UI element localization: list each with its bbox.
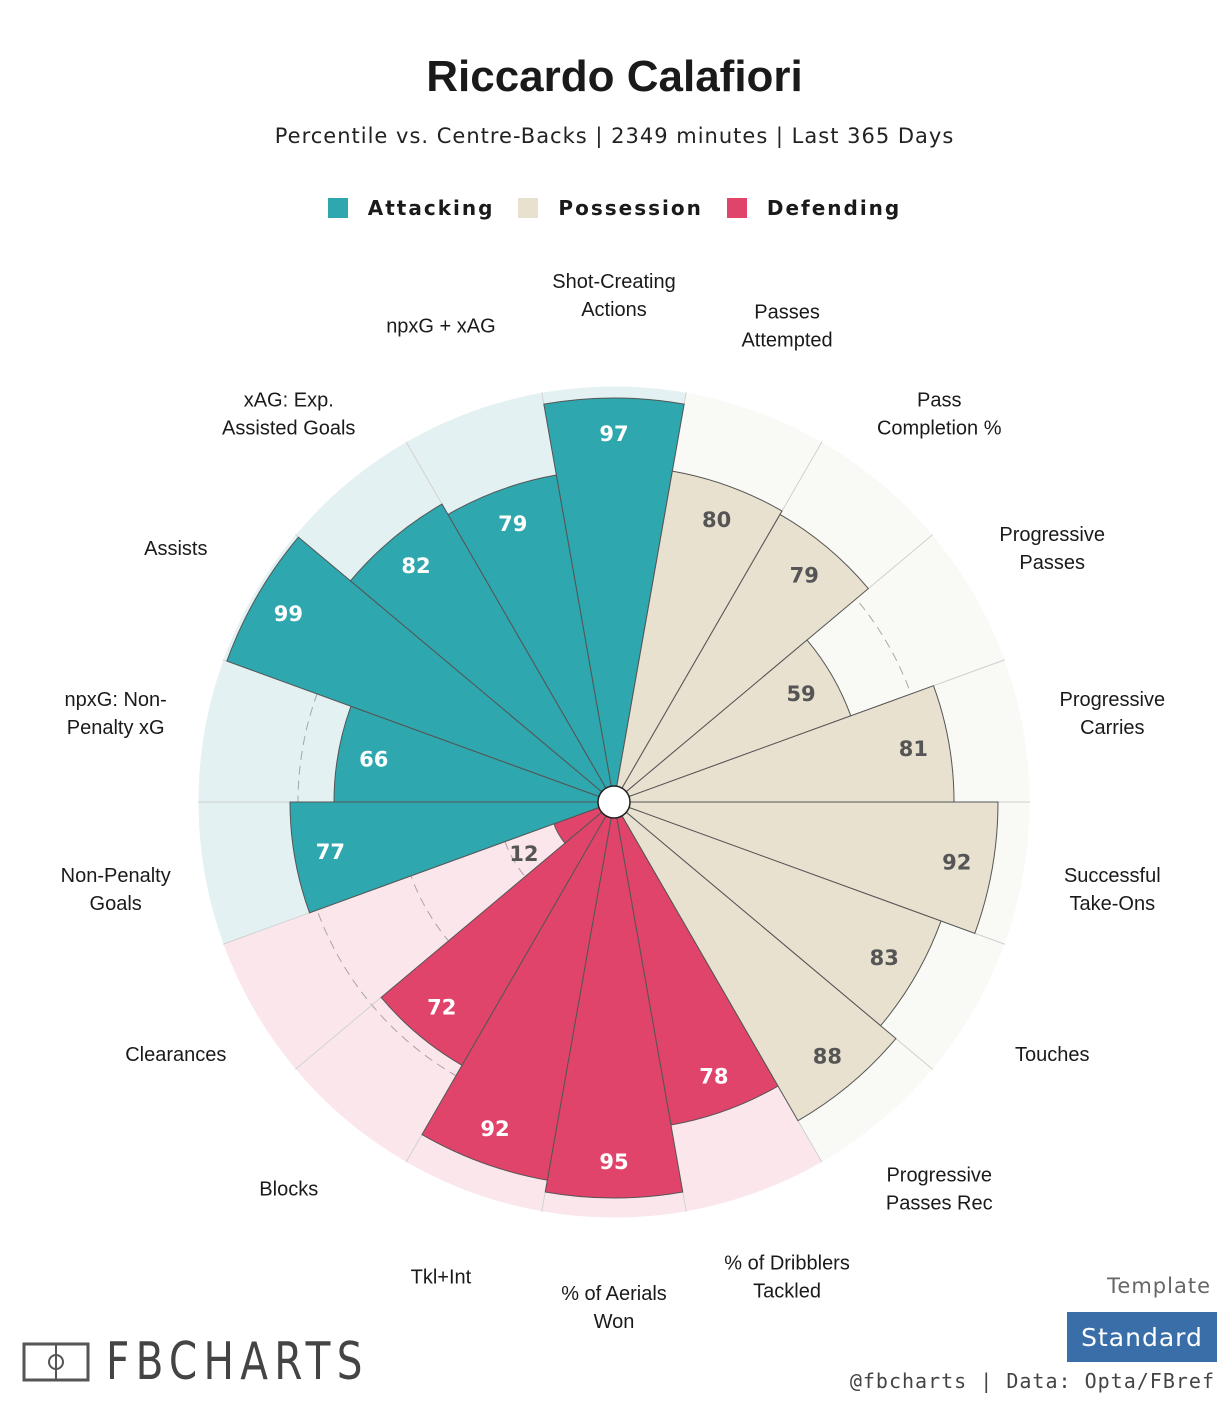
value-label-progressive-passes-rec: 88	[813, 1044, 842, 1068]
category-label-touches: Touches	[1015, 1044, 1090, 1066]
credit-text: @fbcharts | Data: Opta/FBref	[849, 1369, 1215, 1393]
value-label-tkl-int: 92	[480, 1117, 509, 1141]
legend-label-attacking: Attacking	[367, 196, 495, 220]
category-label-npxg-non-penalty-xg: npxG: Non-Penalty xG	[65, 689, 167, 739]
template-button[interactable]: Standard	[1067, 1312, 1217, 1362]
category-label-of-aerials-won: % of Aerials Won	[561, 1283, 667, 1333]
category-label-pass-completion: Pass Completion %	[877, 389, 1002, 439]
legend-swatch-defending	[726, 198, 747, 218]
value-label-npxg-xag: 79	[498, 512, 527, 536]
pitch-icon	[22, 1342, 90, 1382]
legend-swatch-attacking	[327, 198, 348, 218]
legend: Attacking Possession Defending	[0, 196, 1229, 220]
value-label-of-dribblers-tackled: 78	[699, 1064, 728, 1088]
legend-label-possession: Possession	[558, 196, 703, 220]
legend-item-defending: Defending	[726, 196, 902, 220]
category-label-successful-take-ons: Successful Take-Ons	[1064, 865, 1161, 915]
category-label-tkl-int: Tkl+Int	[411, 1266, 472, 1288]
value-label-non-penalty-goals: 77	[316, 840, 345, 864]
category-label-non-penalty-goals: Non-Penalty Goals	[61, 865, 171, 915]
value-label-assists: 99	[274, 602, 303, 626]
brand-logo: FBCHARTS	[22, 1332, 443, 1392]
category-label-npxg-xag: npxG + xAG	[386, 316, 496, 338]
category-label-of-dribblers-tackled: % of Dribblers Tackled	[724, 1252, 850, 1302]
value-label-progressive-passes: 59	[786, 682, 815, 706]
category-label-passes-attempted: Passes Attempted	[741, 302, 832, 352]
category-label-progressive-passes: Progressive Passes	[999, 524, 1105, 574]
brand-text: FBCHARTS	[106, 1332, 369, 1392]
value-label-passes-attempted: 80	[702, 508, 731, 532]
value-label-xag-exp-assisted-goals: 82	[401, 554, 430, 578]
category-label-progressive-carries: Progressive Carries	[1060, 689, 1166, 739]
chart-subtitle: Percentile vs. Centre-Backs | 2349 minut…	[274, 124, 955, 148]
category-label-xag-exp-assisted-goals: xAG: Exp. Assisted Goals	[222, 389, 355, 439]
category-label-progressive-passes-rec: Progressive Passes Rec	[886, 1165, 993, 1215]
chart-title: Riccardo Calafiori	[426, 52, 803, 101]
category-label-shot-creating-actions: Shot-Creating Actions	[552, 271, 675, 321]
legend-item-possession: Possession	[518, 196, 702, 220]
legend-label-defending: Defending	[766, 196, 902, 220]
value-label-npxg-non-penalty-xg: 66	[359, 748, 388, 772]
value-label-touches: 83	[870, 946, 899, 970]
value-label-clearances: 12	[509, 842, 538, 866]
legend-swatch-possession	[518, 198, 539, 218]
value-label-of-aerials-won: 95	[599, 1150, 628, 1174]
value-label-blocks: 72	[427, 995, 456, 1019]
value-label-pass-completion: 79	[790, 563, 819, 587]
legend-item-attacking: Attacking	[327, 196, 495, 220]
category-label-clearances: Clearances	[125, 1044, 226, 1066]
category-label-blocks: Blocks	[259, 1179, 318, 1201]
value-label-successful-take-ons: 92	[942, 850, 971, 874]
template-label: Template	[1107, 1274, 1211, 1298]
value-label-shot-creating-actions: 97	[599, 422, 628, 446]
center-hub	[597, 785, 631, 819]
value-label-progressive-carries: 81	[899, 737, 928, 761]
category-label-assists: Assists	[144, 538, 207, 560]
